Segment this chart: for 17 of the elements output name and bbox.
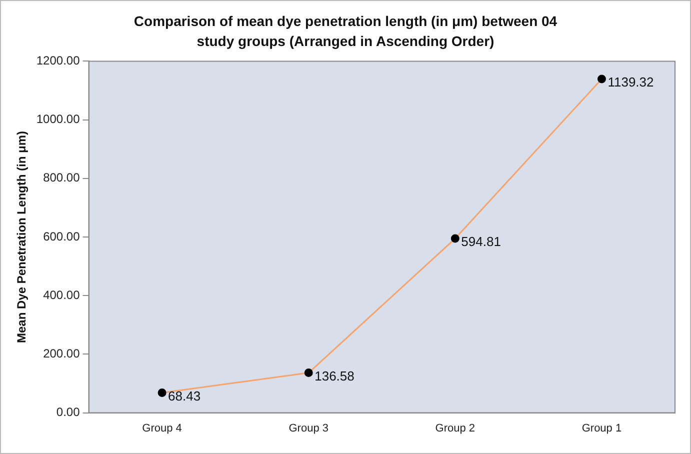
data-label: 68.43: [168, 388, 201, 404]
y-tick-label: 600.00: [43, 229, 80, 244]
y-tick-label: 0.00: [56, 405, 80, 420]
x-tick-label: Group 3: [288, 422, 328, 434]
y-tick-label: 1000.00: [36, 112, 80, 126]
y-tick-label: 800.00: [43, 170, 80, 185]
y-axis-title: Mean Dye Penetration Length (in μm): [14, 130, 29, 344]
data-label: 136.58: [314, 368, 354, 384]
x-tick-label: Group 2: [435, 422, 476, 434]
chart-title: Comparison of mean dye penetration length (in μm) between 04 study groups (Arranged in Ascending Order): [132, 12, 558, 51]
data-label: 594.81: [461, 234, 501, 250]
y-tick-label: 1200.00: [36, 54, 80, 68]
x-tick-label: Group 1: [582, 422, 622, 434]
y-tick-label: 200.00: [43, 346, 80, 361]
y-tick-label: 400.00: [43, 288, 80, 302]
x-tick-label: Group 4: [142, 422, 182, 434]
data-label: 1139.32: [608, 74, 654, 90]
